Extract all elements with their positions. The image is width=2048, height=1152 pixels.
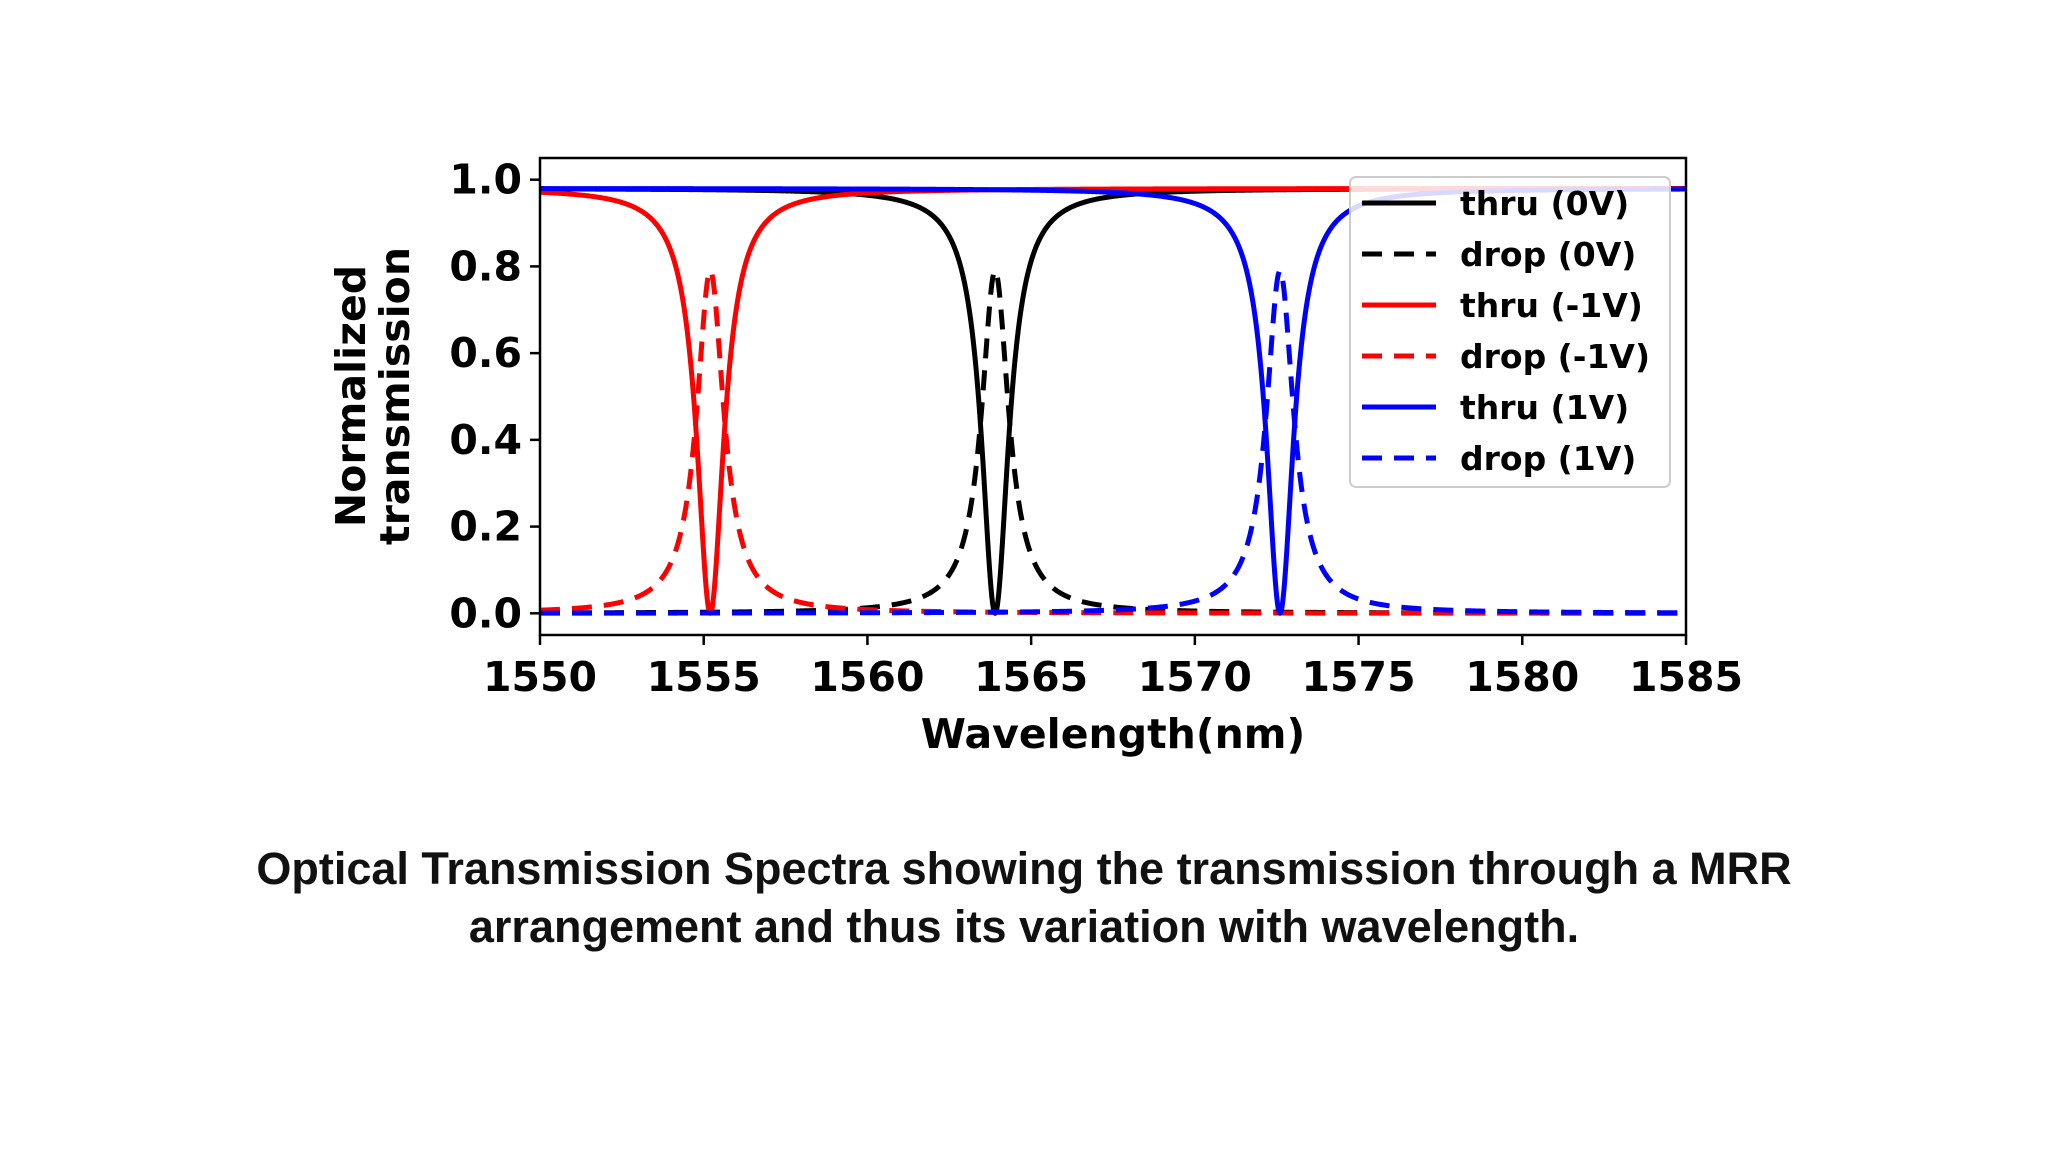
x-tick-label: 1580 — [1465, 653, 1579, 701]
x-tick-label: 1570 — [1138, 653, 1252, 701]
x-axis-label: Wavelength(nm) — [921, 710, 1306, 758]
y-tick-label: 0.0 — [449, 589, 522, 637]
svg-text:Normalized: Normalized — [327, 265, 375, 527]
x-tick-label: 1550 — [483, 653, 597, 701]
y-axis: 0.0 0.2 0.4 0.6 0.8 1.0 — [449, 156, 540, 637]
x-tick-label: 1555 — [647, 653, 761, 701]
x-tick-label: 1565 — [974, 653, 1088, 701]
x-axis: 1550 1555 1560 1565 1570 1575 1580 1585 — [483, 635, 1743, 701]
y-tick-label: 0.8 — [449, 242, 522, 290]
x-tick-label: 1575 — [1302, 653, 1416, 701]
legend-label: drop (1V) — [1460, 439, 1636, 478]
x-tick-label: 1560 — [810, 653, 924, 701]
legend-label: thru (1V) — [1460, 388, 1629, 427]
legend-label: drop (0V) — [1460, 235, 1636, 274]
legend: thru (0V) drop (0V) thru (-1V) drop (-1V) th… — [1349, 176, 1671, 488]
plot-frame — [538, 156, 1688, 637]
legend-label: drop (-1V) — [1460, 337, 1650, 376]
figure-caption: Optical Transmission Spectra showing the… — [0, 840, 2048, 956]
y-tick-label: 0.2 — [449, 503, 522, 551]
y-tick-label: 0.6 — [449, 329, 522, 377]
series-line-drop-1v — [540, 268, 1686, 616]
chart: 1550 1555 1560 1565 1570 1575 1580 1585 0.00.20… — [327, 156, 1743, 758]
y-tick-label: 0.4 — [449, 416, 522, 464]
y-axis-label: Normalized transmission — [327, 247, 419, 545]
svg-text:transmission: transmission — [371, 247, 419, 545]
legend-label: thru (-1V) — [1460, 286, 1643, 325]
x-tick-label: 1585 — [1629, 653, 1743, 701]
y-tick-label: 1.0 — [449, 156, 522, 204]
caption-line-1: Optical Transmission Spectra showing the… — [256, 843, 1792, 894]
legend-label: thru (0V) — [1460, 184, 1629, 223]
caption-line-2: arrangement and thus its variation with … — [468, 901, 1580, 952]
